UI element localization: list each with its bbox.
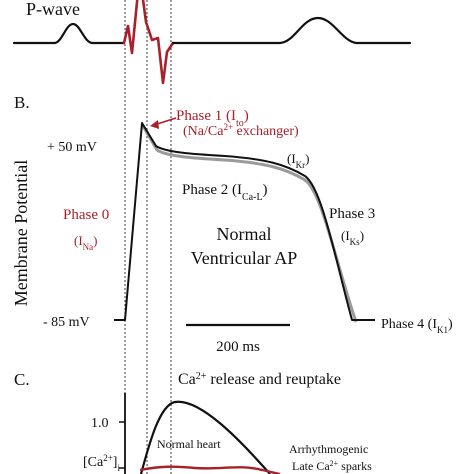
guide-lines [124,0,172,474]
panel-c-label: C. [14,370,30,389]
calcium-tick-label: 1.0 [91,416,109,431]
calcium-y-label: [Ca2+]i [83,453,120,473]
phase3-current-label: (IKs) [341,228,364,247]
calcium-title: Ca2+ release and reuptake [178,371,341,389]
arrhythmia-sup: 2+ [330,459,339,468]
arrhythmia-prefix: Late Ca [292,459,330,473]
phase2-name: Phase 2 (I [182,182,242,198]
ecg-baseline-p-wave [12,22,126,45]
phase4-label: Phase 4 (IK1) [381,317,453,335]
arrhythmia-label-line2: Late Ca2+ sparks [292,459,372,474]
center-title-line2: Ventricular AP [191,248,297,268]
phase1-current: to [236,118,244,129]
phase0-current: Na [83,242,94,252]
phase0-label: Phase 0 [63,207,109,223]
exchanger-suffix: exchanger) [233,124,299,139]
calcium-title-sup: 2+ [196,371,207,382]
y-axis-label: Membrane Potential [11,160,31,306]
top-voltage-label: + 50 mV [47,140,97,155]
phase1-label: Phase 1 (Ito) [176,108,249,129]
ap-curve [114,122,375,321]
ecg-qrs-complex [122,0,175,85]
calcium-title-suffix: release and reuptake [206,371,341,388]
calcium-late-sparks [139,465,281,474]
phase4-current: K1 [437,325,448,335]
phase1-close: ) [244,108,249,124]
normal-heart-label: Normal heart [157,437,221,451]
center-title-line1: Normal [217,224,272,244]
phase3-label: Phase 3 [329,206,375,222]
arrhythmia-label-line1: Arrhythmogenic [289,442,368,456]
phase0-current-label: (INa) [74,233,98,252]
ecg-p-wave-label: P-wave [26,0,80,19]
phase3-current: Ks [350,237,360,247]
phase4-name: Phase 4 (I [381,317,437,332]
calcium-y-sup: 2+ [103,453,113,463]
calcium-y-close: ] [113,455,118,470]
phase1-exchanger-label: (Na/Ca2+ exchanger) [183,122,299,139]
calcium-title-prefix: Ca [178,371,196,388]
phase4-close: ) [448,317,453,332]
bottom-voltage-label: - 85 mV [43,315,90,330]
panel-b-label: B. [14,93,30,112]
phase1-arrow-head [150,120,159,129]
phase2-label: Phase 2 (ICa-L) [182,182,268,203]
action-potential-trace [114,122,375,323]
ecg-trace [12,0,412,85]
exchanger-prefix: (Na/Ca [183,124,224,139]
calcium-y-sub: i [117,463,120,473]
ikr-label: (IKr) [287,151,310,170]
arrhythmia-suffix: sparks [338,459,372,473]
time-scale-label: 200 ms [216,339,260,355]
phase1-name: Phase 1 (I [176,108,236,124]
phase2-current: Ca-L [242,192,263,203]
calcium-y-main: [Ca [83,455,104,470]
exchanger-sup: 2+ [223,122,233,132]
calcium-normal-transient [139,400,271,474]
ecg-t-wave [171,16,412,45]
ikr-current: Kr [296,160,306,170]
phase2-close: ) [263,182,268,198]
